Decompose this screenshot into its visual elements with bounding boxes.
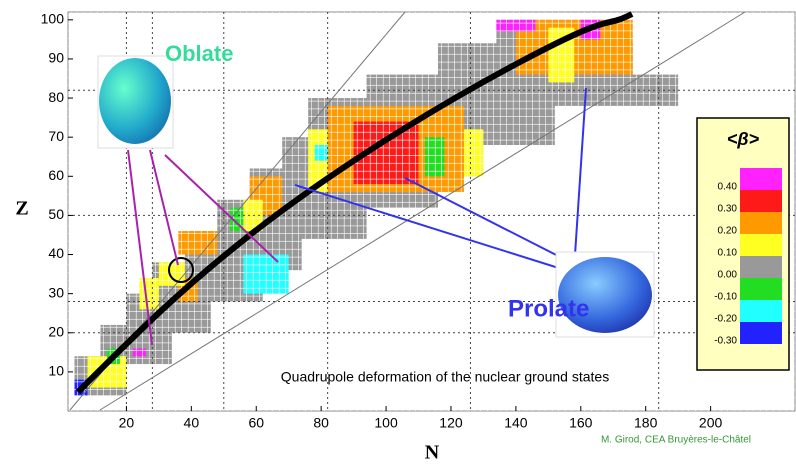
- colorbar-swatch: [740, 168, 782, 190]
- x-tick-label: 160: [569, 415, 593, 431]
- x-tick-label: 140: [504, 415, 528, 431]
- y-tick-label: 10: [48, 363, 64, 379]
- colorbar-swatch: [740, 212, 782, 234]
- y-tick-label: 90: [48, 50, 64, 66]
- y-tick-label: 80: [48, 89, 64, 105]
- colorbar-label: 0.10: [718, 247, 738, 258]
- y-tick-label: 40: [48, 245, 64, 261]
- colorbar-swatch: [740, 190, 782, 212]
- caption: Quadrupole deformation of the nuclear gr…: [281, 369, 609, 385]
- colorbar-swatch: [740, 322, 782, 344]
- y-tick-label: 20: [48, 323, 64, 339]
- colorbar-label: -0.20: [714, 313, 737, 324]
- chart: Oblate Prolate Quadrupole deformation of…: [0, 0, 796, 467]
- y-tick-label: 100: [41, 11, 65, 27]
- colorbar-swatch: [740, 234, 782, 256]
- x-axis-label: N: [425, 442, 440, 464]
- colorbar-label: -0.30: [714, 335, 737, 346]
- x-tick-label: 40: [184, 415, 200, 431]
- colorbar-label: 0.00: [718, 269, 738, 280]
- oblate-spheroid: [99, 58, 171, 144]
- y-tick-label: 60: [48, 167, 64, 183]
- colorbar-swatch: [740, 278, 782, 300]
- y-tick-label: 70: [48, 128, 64, 144]
- y-tick-label: 50: [48, 206, 64, 222]
- colorbar-label: 0.20: [718, 225, 738, 236]
- y-axis-label: Z: [15, 198, 28, 220]
- x-tick-label: 100: [374, 415, 398, 431]
- x-tick-label: 180: [634, 415, 658, 431]
- colorbar-title: <β>: [727, 129, 760, 149]
- colorbar-label: 0.40: [718, 181, 738, 192]
- colorbar-label: 0.30: [718, 203, 738, 214]
- cell-grid: [68, 12, 795, 411]
- x-tick-label: 120: [439, 415, 463, 431]
- prolate-label: Prolate: [508, 295, 589, 322]
- colorbar-label: -0.10: [714, 291, 737, 302]
- credit: M. Girod, CEA Bruyères-le-Châtel: [601, 435, 751, 446]
- x-tick-label: 60: [248, 415, 264, 431]
- colorbar-swatch: [740, 300, 782, 322]
- colorbar-swatch: [740, 256, 782, 278]
- x-tick-label: 200: [699, 415, 723, 431]
- oblate-label: Oblate: [165, 41, 233, 66]
- y-tick-label: 30: [48, 284, 64, 300]
- x-tick-label: 20: [119, 415, 135, 431]
- x-tick-label: 80: [313, 415, 329, 431]
